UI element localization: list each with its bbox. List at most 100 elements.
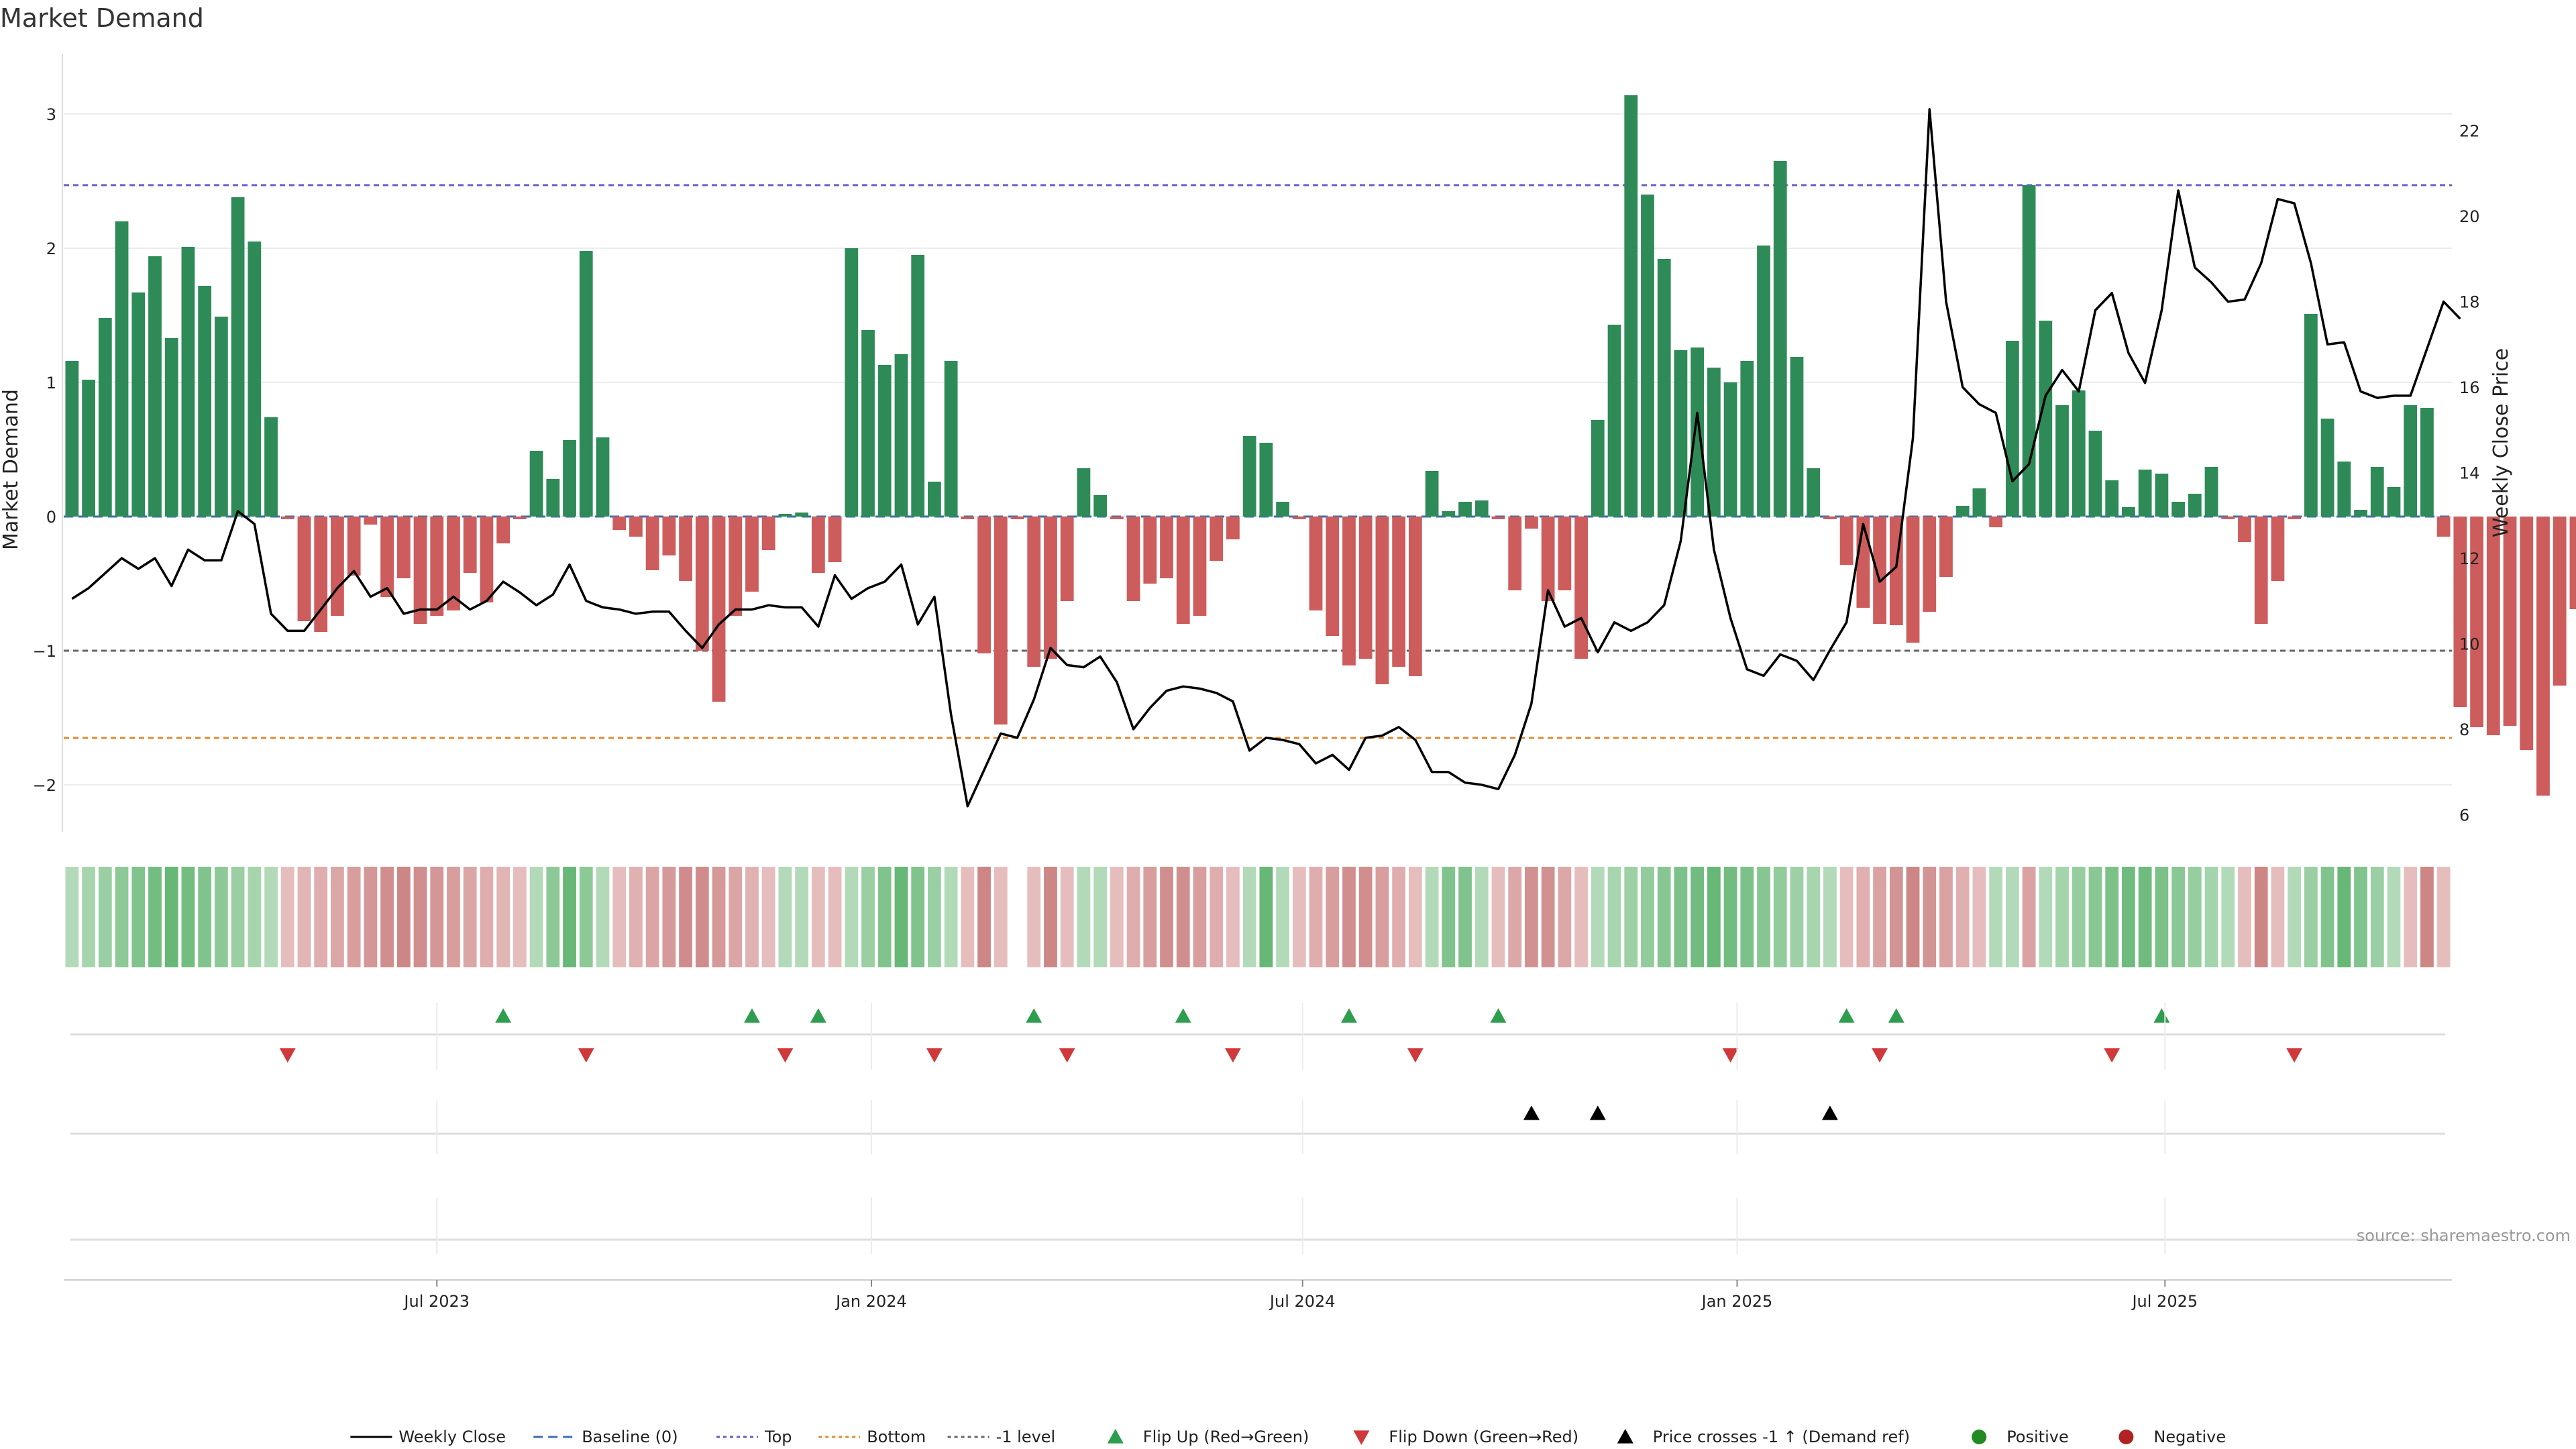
flip-down-marker xyxy=(777,1048,794,1063)
heat-cell xyxy=(1226,867,1240,967)
heat-cell xyxy=(2404,867,2418,967)
heat-cell xyxy=(198,867,212,967)
heat-cell xyxy=(1906,867,1920,967)
demand-bar xyxy=(662,517,676,555)
demand-bar xyxy=(148,256,162,517)
legend: Weekly Close Baseline (0) Top Bottom -1 leve… xyxy=(350,1428,2226,1446)
demand-bar xyxy=(480,517,494,602)
demand-bar xyxy=(331,517,344,616)
demand-bar xyxy=(2138,470,2152,517)
flip-up-marker xyxy=(743,1008,760,1023)
demand-bar xyxy=(2055,405,2069,517)
legend-swatch xyxy=(1353,1430,1370,1445)
heat-cell xyxy=(2039,867,2053,967)
heat-cell xyxy=(447,867,460,967)
demand-bar xyxy=(761,517,775,550)
demand-bar xyxy=(1823,517,1837,519)
demand-bar xyxy=(1176,517,1190,624)
flip-up-marker xyxy=(1026,1008,1042,1023)
legend-label: Top xyxy=(764,1428,792,1446)
demand-bar xyxy=(1657,259,1671,517)
heat-cell xyxy=(1541,867,1555,967)
demand-bar xyxy=(2238,517,2251,542)
demand-bar xyxy=(2304,314,2318,517)
flip-markers-panel xyxy=(70,1008,2445,1063)
demand-bar xyxy=(1939,517,1953,577)
reference-lines xyxy=(64,184,2452,739)
heat-cell xyxy=(2370,867,2384,967)
demand-bar xyxy=(994,517,1008,724)
y2-tick-label: 10 xyxy=(2459,635,2480,654)
demand-bar xyxy=(894,354,908,517)
heat-cell xyxy=(1607,867,1621,967)
heat-cell xyxy=(612,867,627,967)
y-tick-label: 0 xyxy=(46,508,56,527)
demand-bar xyxy=(1790,357,1804,517)
demand-bar xyxy=(911,255,925,517)
heat-cell xyxy=(1989,867,2003,967)
heat-cell xyxy=(1923,867,1937,967)
demand-bar xyxy=(2354,510,2367,517)
y2-tick-label: 14 xyxy=(2459,464,2480,483)
heat-cell xyxy=(1110,867,1124,967)
demand-bar xyxy=(1392,517,1406,667)
demand-bar xyxy=(1425,471,1439,517)
demand-bar xyxy=(1044,517,1057,659)
demand-bar xyxy=(563,440,576,517)
flip-up-marker xyxy=(1838,1008,1855,1023)
demand-bar xyxy=(2420,408,2434,517)
flip-up-marker xyxy=(1888,1008,1904,1023)
heat-cell xyxy=(2204,867,2218,967)
demand-bar xyxy=(679,517,692,581)
heat-cell xyxy=(1027,867,1041,967)
heat-cell xyxy=(264,867,278,967)
demand-bar xyxy=(2404,405,2418,517)
heat-cell xyxy=(2354,867,2367,967)
heat-cell xyxy=(1525,867,1538,967)
flip-down-marker xyxy=(279,1048,296,1063)
demand-bar xyxy=(314,517,328,632)
demand-bar xyxy=(2271,517,2285,581)
demand-bar xyxy=(2370,467,2384,517)
heat-cell xyxy=(396,867,411,967)
flip-down-marker xyxy=(578,1048,594,1063)
heat-cell xyxy=(629,867,643,967)
heat-cell xyxy=(2238,867,2251,967)
demand-bar xyxy=(198,286,212,517)
heat-cell xyxy=(2221,867,2235,967)
flip-up-marker xyxy=(1490,1008,1507,1023)
heat-cell xyxy=(1358,867,1373,967)
heat-cell xyxy=(529,867,543,967)
demand-bar xyxy=(1607,325,1621,517)
demand-bar xyxy=(131,292,146,517)
chart-title: Market Demand xyxy=(0,3,204,33)
heat-cell xyxy=(2337,867,2351,967)
flip-down-marker xyxy=(1059,1048,1075,1063)
heat-cell xyxy=(148,867,162,967)
demand-bar xyxy=(297,517,311,621)
heat-cell xyxy=(845,867,859,967)
demand-bar xyxy=(2436,517,2451,537)
flip-down-marker xyxy=(2104,1048,2121,1063)
heat-cell xyxy=(1641,867,1654,967)
heat-cell xyxy=(877,867,892,967)
heat-cell xyxy=(496,867,511,967)
flip-up-marker xyxy=(810,1008,826,1023)
heat-cell xyxy=(1392,867,1406,967)
heat-cell xyxy=(1723,867,1737,967)
heat-cell xyxy=(2420,867,2434,967)
demand-bar xyxy=(2569,517,2576,609)
demand-bar xyxy=(877,365,892,517)
demand-bar xyxy=(645,517,659,570)
demand-bar xyxy=(496,517,511,543)
heat-cell xyxy=(115,867,129,967)
heat-cell xyxy=(2320,867,2334,967)
heat-cell xyxy=(2072,867,2086,967)
demand-bar xyxy=(612,517,627,530)
heat-cell xyxy=(1574,867,1588,967)
heat-cell xyxy=(761,867,775,967)
heat-cell xyxy=(231,867,245,967)
y2-axis-label: Weekly Close Price xyxy=(2489,348,2513,537)
demand-bar xyxy=(1110,517,1124,519)
heat-cell xyxy=(1425,867,1439,967)
